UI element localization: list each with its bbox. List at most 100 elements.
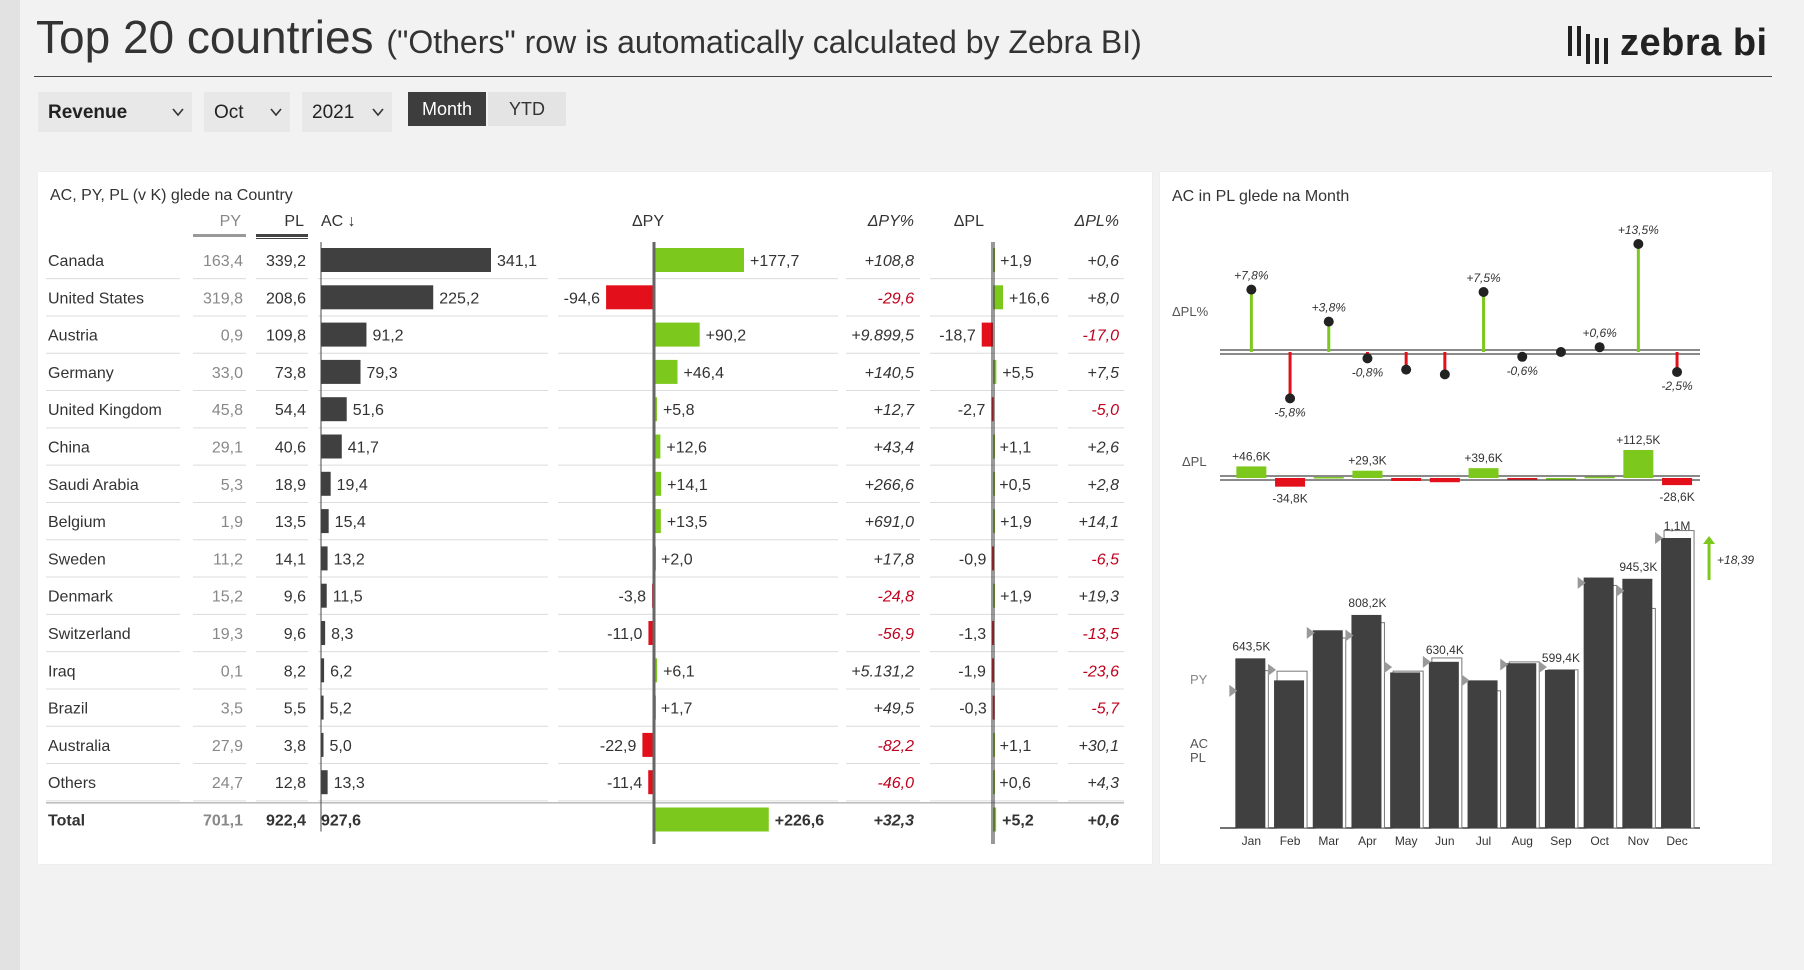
dpl-pct-dot bbox=[1439, 369, 1450, 380]
row-label-ac: AC bbox=[1190, 736, 1208, 751]
dpy-label: +12,6 bbox=[666, 440, 707, 457]
ac-bar-label: 51,6 bbox=[353, 402, 384, 419]
ac-column-label: 945,3K bbox=[1619, 560, 1657, 574]
ac-column bbox=[1351, 614, 1382, 828]
py-value: 0,9 bbox=[221, 328, 243, 345]
dpl-label: +1,9 bbox=[1000, 253, 1032, 270]
py-marker bbox=[1268, 663, 1277, 676]
dpl-label: +39,6K bbox=[1464, 451, 1502, 465]
dpl-pct-value: -23,6 bbox=[1083, 663, 1120, 680]
dpy-bar bbox=[654, 807, 769, 832]
dpy-label: +46,4 bbox=[684, 365, 725, 382]
dpy-pct-value: +9.899,5 bbox=[851, 328, 914, 345]
country-name: Canada bbox=[48, 253, 104, 270]
dpy-bar bbox=[654, 359, 678, 384]
dpl-pct-value: +8,0 bbox=[1087, 290, 1119, 307]
ac-bar-label: 13,2 bbox=[334, 551, 365, 568]
ac-bar bbox=[321, 583, 327, 608]
dpl-label: -0,3 bbox=[959, 701, 987, 718]
country-name: United States bbox=[48, 290, 144, 307]
ac-bar bbox=[321, 359, 361, 384]
dpl-pct-label: +3,8% bbox=[1312, 301, 1347, 315]
pl-value: 14,1 bbox=[275, 551, 306, 568]
dpl-bar bbox=[1352, 470, 1383, 478]
ac-column bbox=[1312, 630, 1343, 828]
ac-bar bbox=[321, 732, 324, 757]
month-tick-label: Apr bbox=[1358, 834, 1377, 848]
py-value: 24,7 bbox=[212, 775, 243, 792]
chart-title: AC in PL glede na Month bbox=[1172, 188, 1349, 205]
ytd-button[interactable]: YTD bbox=[488, 92, 566, 126]
dpy-pct-value: +17,8 bbox=[874, 551, 915, 568]
ac-bar-label: 91,2 bbox=[372, 328, 403, 345]
py-marker bbox=[1422, 655, 1431, 668]
ac-column-label: 1,1M bbox=[1664, 519, 1691, 533]
dpy-label: -11,4 bbox=[607, 775, 642, 792]
py-value: 45,8 bbox=[212, 402, 243, 419]
title-main: Top 20 countries bbox=[36, 11, 374, 63]
dpl-pct-label: +7,5% bbox=[1466, 271, 1501, 285]
dpl-pct-label: -0,6% bbox=[1507, 364, 1539, 378]
zebra-logo-icon bbox=[1568, 26, 1608, 64]
dpl-label: -1,3 bbox=[959, 626, 987, 643]
py-value: 701,1 bbox=[203, 813, 243, 830]
py-marker bbox=[1538, 661, 1547, 674]
dpy-pct-value: +266,6 bbox=[865, 477, 914, 494]
dpl-label: -2,7 bbox=[958, 402, 986, 419]
dpl-label: -28,6K bbox=[1659, 490, 1694, 504]
dpl-bar bbox=[992, 621, 995, 645]
ac-bar-label: 341,1 bbox=[497, 253, 537, 270]
py-value: 33,0 bbox=[212, 365, 243, 382]
ac-column-label: 599,4K bbox=[1542, 651, 1580, 665]
month-tick-label: Dec bbox=[1666, 834, 1687, 848]
dpl-pct-label: -0,8% bbox=[1352, 365, 1384, 379]
dpl-pct-value: -5,0 bbox=[1091, 402, 1119, 419]
dpy-label: -11,0 bbox=[607, 626, 642, 643]
dpy-bar bbox=[606, 285, 654, 310]
table-card: AC, PY, PL (v K) glede na Country PY PL AC … bbox=[38, 172, 1152, 864]
py-value: 3,5 bbox=[221, 701, 243, 718]
ac-bar bbox=[321, 770, 328, 795]
measure-dropdown[interactable]: Revenue bbox=[38, 92, 192, 132]
dpl-bar bbox=[1391, 478, 1422, 481]
py-value: 0,1 bbox=[221, 663, 243, 680]
dpl-pct-dot bbox=[1285, 393, 1296, 404]
dpl-pct-dot bbox=[1594, 342, 1605, 353]
ac-bar bbox=[321, 658, 325, 683]
ac-bar bbox=[321, 509, 329, 534]
header-pl: PL bbox=[284, 213, 304, 230]
dpy-label: -3,8 bbox=[618, 589, 646, 606]
month-tick-label: Mar bbox=[1318, 834, 1339, 848]
dpl-label: +5,5 bbox=[1002, 365, 1034, 382]
py-marker bbox=[1345, 629, 1354, 642]
chevron-down-icon bbox=[172, 108, 184, 117]
ac-column-label: 643,5K bbox=[1232, 639, 1270, 653]
dpy-pct-value: -29,6 bbox=[878, 290, 915, 307]
month-tick-label: Jun bbox=[1435, 834, 1454, 848]
dpy-label: +13,5 bbox=[667, 514, 708, 531]
dpy-bar bbox=[648, 621, 654, 645]
chevron-down-icon bbox=[372, 108, 384, 117]
pl-header-rule-2 bbox=[256, 238, 308, 239]
dpl-pct-value: +0,6 bbox=[1087, 813, 1119, 830]
dpl-label: +1,1 bbox=[1000, 738, 1032, 755]
row-label-py: PY bbox=[1190, 672, 1208, 687]
header-py: PY bbox=[220, 213, 242, 230]
pl-header-rule bbox=[256, 234, 308, 237]
month-dropdown[interactable]: Oct bbox=[204, 92, 290, 132]
dpl-pct-label: -5,8% bbox=[1274, 405, 1306, 419]
dpl-bar bbox=[1275, 478, 1306, 487]
table-title: AC, PY, PL (v K) glede na Country bbox=[50, 187, 293, 204]
dpy-label: -22,9 bbox=[600, 738, 637, 755]
country-name: Total bbox=[48, 813, 85, 830]
year-dropdown[interactable]: 2021 bbox=[302, 92, 392, 132]
pl-value: 208,6 bbox=[266, 290, 306, 307]
month-tick-label: Jan bbox=[1242, 834, 1261, 848]
month-button[interactable]: Month bbox=[408, 92, 486, 126]
dpy-pct-value: +43,4 bbox=[874, 440, 915, 457]
chevron-down-icon bbox=[270, 108, 282, 117]
dpl-bar bbox=[1429, 478, 1460, 483]
dpy-bar bbox=[654, 434, 661, 459]
py-marker bbox=[1655, 532, 1664, 544]
